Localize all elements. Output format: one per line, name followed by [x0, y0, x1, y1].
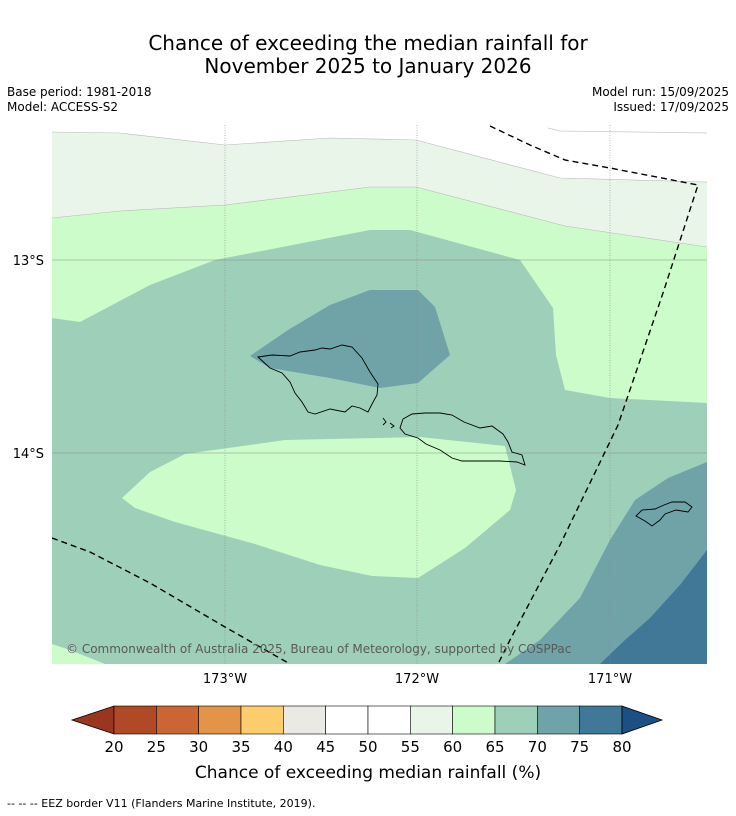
colorbar-tick-label: 40 [274, 738, 293, 756]
eez-border-north [547, 127, 707, 134]
colorbar-tick-label: 60 [443, 738, 462, 756]
colorbar-tick-label: 75 [570, 738, 589, 756]
colorbar-tick-label: 45 [316, 738, 335, 756]
contour-70-75-savaii [250, 290, 450, 388]
meta-left: Base period: 1981-2018 Model: ACCESS-S2 [7, 85, 152, 115]
issued-text: Issued: 17/09/2025 [613, 100, 729, 114]
colorbar-high-extend [621, 705, 664, 735]
colorbar: 20 25 30 35 40 45 50 55 60 65 70 75 80 Chance of exc… [70, 705, 664, 783]
eez-borders [52, 125, 707, 664]
lat-label-13s: 13°S [13, 254, 44, 269]
colorbar-cell [367, 705, 411, 735]
colorbar-title: Chance of exceeding median rainfall (%) [195, 763, 541, 783]
model-run-text: Model run: 15/09/2025 [591, 85, 729, 99]
colorbar-low-extend [70, 705, 115, 735]
contour-60-65-pocket [122, 437, 516, 578]
contour-75-80 [600, 550, 707, 664]
colorbar-cell [410, 705, 453, 735]
gridlines [52, 125, 707, 664]
colorbar-tick-label: 70 [528, 738, 547, 756]
colorbar-tick-label: 65 [485, 738, 504, 756]
colorbar-cell [156, 705, 199, 735]
tutuila-coastline [635, 501, 693, 527]
latitude-labels: 13°S 14°S [13, 254, 44, 462]
colorbar-cell [452, 705, 496, 735]
chart-title-line-1: Chance of exceeding the median rainfall … [148, 31, 588, 55]
colorbar-cell [494, 705, 538, 735]
model-text: Model: ACCESS-S2 [7, 100, 119, 114]
apolima-coastline [382, 417, 387, 426]
colorbar-cell [579, 705, 623, 735]
colorbar-tick-label: 50 [358, 738, 377, 756]
upolu-coastline [399, 412, 526, 466]
contour-60-65-corner [52, 644, 105, 664]
savaii-coastline [256, 344, 379, 415]
colorbar-cell [198, 705, 242, 735]
colorbar-cell [537, 705, 580, 735]
manono-coastline [389, 422, 395, 429]
rainfall-contours [52, 125, 707, 664]
colorbar-cell [283, 705, 326, 735]
eez-border-east [489, 125, 699, 664]
colorbar-cell [113, 705, 157, 735]
colorbar-tick-label: 25 [147, 738, 166, 756]
colorbar-tick-label: 35 [231, 738, 250, 756]
eez-legend-note: -- -- -- EEZ border V11 (Flanders Marine… [7, 797, 316, 810]
lon-label-172w: 172°W [395, 672, 439, 687]
chart-title-line-2: November 2025 to January 2026 [204, 54, 532, 78]
colorbar-tick-label: 80 [612, 738, 631, 756]
copyright-text: © Commonwealth of Australia 2025, Bureau… [66, 642, 571, 656]
colorbar-cell [325, 705, 369, 735]
lon-label-173w: 173°W [203, 672, 247, 687]
lat-label-14s: 14°S [13, 447, 44, 462]
meta-right: Model run: 15/09/2025 Issued: 17/09/2025 [592, 85, 729, 115]
longitude-labels: 173°W 172°W 171°W [203, 672, 632, 687]
colorbar-tick-label: 20 [104, 738, 123, 756]
contour-50-55 [52, 125, 707, 182]
base-period-text: Base period: 1981-2018 [7, 85, 152, 99]
contour-lines [52, 131, 707, 248]
colorbar-tick-label: 55 [401, 738, 420, 756]
colorbar-tick-label: 30 [189, 738, 208, 756]
coastlines [256, 344, 693, 527]
lon-label-171w: 171°W [588, 672, 632, 687]
colorbar-cell [240, 705, 284, 735]
